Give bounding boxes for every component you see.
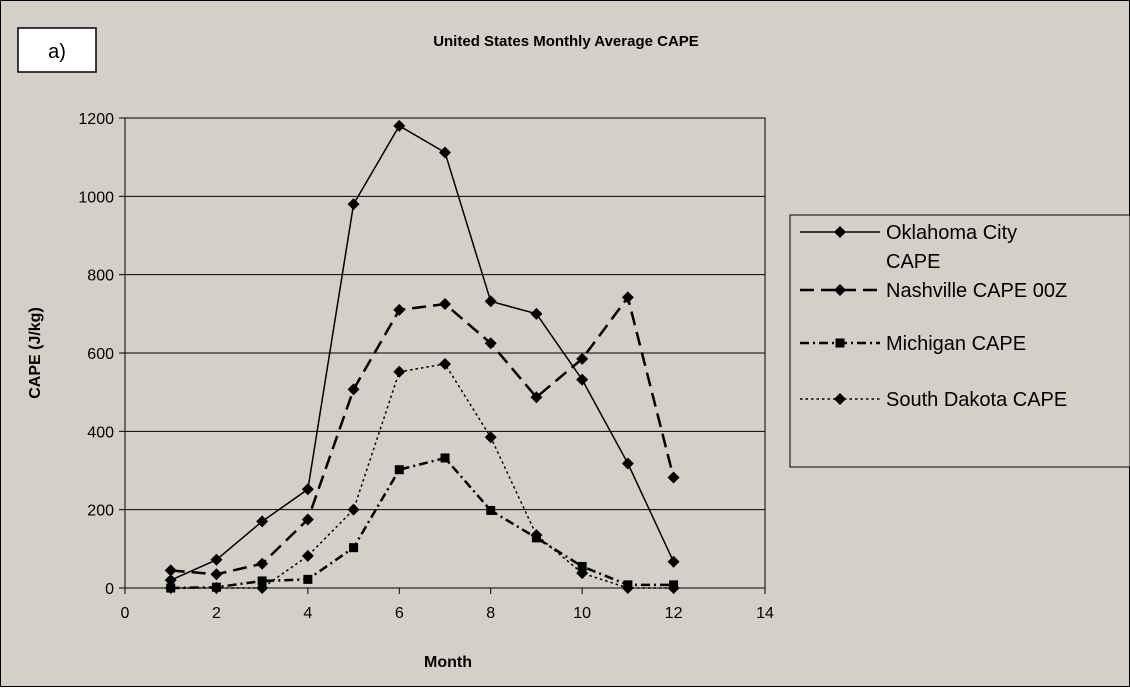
y-tick-label: 800 — [87, 268, 114, 285]
data-point — [621, 582, 634, 594]
data-point — [486, 505, 496, 515]
series-line — [170, 294, 675, 576]
x-tick-label: 10 — [573, 605, 591, 622]
legend-label: Nashville CAPE 00Z — [886, 280, 1067, 302]
data-point — [576, 567, 589, 580]
data-point — [164, 582, 177, 594]
data-point — [256, 582, 269, 594]
data-point — [667, 582, 680, 594]
data-point — [210, 553, 223, 566]
y-tick-label: 200 — [87, 503, 114, 520]
data-point — [394, 465, 404, 475]
data-point — [347, 503, 360, 516]
legend-label: Michigan CAPE — [886, 333, 1026, 355]
series-1 — [164, 119, 680, 587]
data-point — [301, 513, 314, 526]
data-point — [530, 307, 543, 320]
legend-marker — [834, 284, 846, 296]
legend-label: South Dakota CAPE — [886, 389, 1067, 411]
data-point — [484, 337, 497, 350]
series-group — [164, 119, 680, 594]
series-line — [170, 363, 674, 589]
data-point — [257, 576, 267, 586]
y-tick-label: 400 — [87, 424, 114, 441]
data-point — [393, 303, 406, 316]
y-tick-label: 1000 — [78, 189, 114, 206]
data-point — [301, 483, 314, 496]
data-point — [484, 295, 497, 308]
y-axis-label: CAPE (J/kg) — [27, 307, 44, 399]
data-point — [667, 555, 680, 568]
x-tick-label: 2 — [212, 605, 221, 622]
axes: 0 200 400 600 800 1000 1200 0 2 4 6 8 10 12 14 — [78, 111, 774, 622]
data-point — [256, 557, 269, 570]
legend-box — [789, 214, 1130, 468]
data-point — [347, 198, 360, 211]
x-tick-label: 12 — [665, 605, 683, 622]
data-point — [530, 529, 543, 542]
legend: Oklahoma City CAPE Nashville CAPE 00Z Michi… — [789, 214, 1130, 468]
series-line — [170, 456, 674, 590]
legend-label: Oklahoma City — [886, 222, 1017, 244]
x-tick-label: 14 — [756, 605, 774, 622]
legend-label: CAPE — [886, 251, 940, 273]
data-point — [393, 119, 406, 132]
legend-marker — [834, 393, 846, 405]
y-tick-label: 0 — [105, 581, 114, 598]
data-point — [576, 352, 589, 365]
data-point — [577, 561, 587, 571]
y-tick-label: 600 — [87, 346, 114, 363]
data-point — [440, 453, 450, 463]
y-tick-label: 1200 — [78, 111, 114, 128]
data-point — [393, 365, 406, 378]
data-point — [667, 471, 680, 484]
data-point — [484, 431, 497, 444]
data-point — [439, 357, 451, 370]
panel-label-frame — [17, 27, 97, 73]
data-point — [210, 582, 223, 594]
data-point — [439, 146, 451, 159]
chart-title: United States Monthly Average CAPE — [433, 33, 699, 50]
data-point — [576, 373, 589, 386]
data-point — [303, 574, 313, 584]
x-tick-label: 0 — [121, 605, 130, 622]
x-tick-label: 4 — [303, 605, 312, 622]
gridlines — [125, 195, 765, 511]
data-point — [439, 298, 451, 311]
data-point — [210, 568, 223, 581]
data-point — [349, 543, 359, 553]
data-point — [530, 391, 543, 404]
data-point — [164, 564, 177, 577]
series-line — [170, 124, 675, 581]
data-point — [301, 549, 314, 562]
data-point — [256, 515, 269, 528]
legend-marker — [835, 338, 845, 348]
data-point — [621, 457, 634, 470]
legend-item: Nashville CAPE 00Z — [800, 280, 1067, 302]
legend-marker — [834, 226, 846, 238]
x-tick-label: 6 — [395, 605, 404, 622]
legend-item: Michigan CAPE — [800, 333, 1026, 355]
data-point — [347, 383, 360, 396]
series-4 — [164, 357, 680, 594]
legend-item: Oklahoma City CAPE — [800, 222, 1017, 273]
legend-item: South Dakota CAPE — [800, 389, 1067, 411]
data-point — [164, 574, 177, 587]
x-axis-label: Month — [424, 654, 472, 671]
x-tick-label: 8 — [486, 605, 495, 622]
series-2 — [164, 291, 680, 581]
data-point — [621, 291, 634, 304]
panel-label-box: a) — [17, 27, 97, 73]
panel-label: a) — [48, 41, 66, 63]
